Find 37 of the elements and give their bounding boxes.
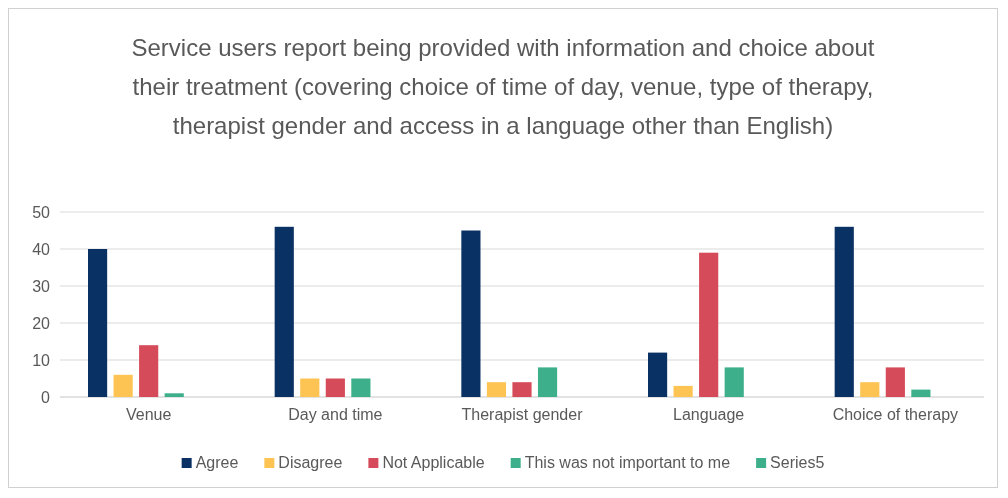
y-tick-label: 0 <box>41 388 51 406</box>
x-tick-label: Therapist gender <box>461 406 584 424</box>
bar <box>300 378 320 397</box>
bar <box>911 389 931 397</box>
y-tick-label: 30 <box>32 277 51 295</box>
y-tick-label: 50 <box>32 203 51 221</box>
legend-label: Agree <box>195 454 239 471</box>
bar <box>648 352 668 397</box>
legend-label: Disagree <box>278 454 343 471</box>
bar <box>139 345 159 397</box>
x-tick-label: Choice of therapy <box>832 406 959 424</box>
x-tick-label: Day and time <box>288 406 383 424</box>
bar <box>164 393 184 397</box>
y-tick-label: 10 <box>32 351 51 369</box>
bar <box>673 385 693 397</box>
y-tick-label: 40 <box>32 240 51 258</box>
x-tick-label: Venue <box>125 406 172 424</box>
bar <box>113 374 133 397</box>
bar <box>274 226 294 397</box>
legend-label: This was not important to me <box>524 454 731 471</box>
bar <box>512 382 532 397</box>
bar <box>724 367 744 397</box>
bar <box>486 382 507 397</box>
x-tick-label: Language <box>673 406 745 424</box>
chart-title: Service users report being provided with information and choice about their treatment (covering choice of time of day, venue, type of therapy, therapist gender and access in a language other than English) <box>131 34 875 139</box>
bar <box>88 249 108 397</box>
y-tick-label: 20 <box>32 314 51 332</box>
bar <box>834 226 854 397</box>
bar <box>351 378 371 397</box>
legend-label: Not Applicable <box>382 454 485 471</box>
bar <box>885 367 905 397</box>
bar <box>537 367 558 397</box>
bar <box>325 378 345 397</box>
bar <box>860 382 880 397</box>
bar <box>461 230 481 397</box>
bar <box>699 252 719 397</box>
legend-label: Series5 <box>770 454 825 471</box>
